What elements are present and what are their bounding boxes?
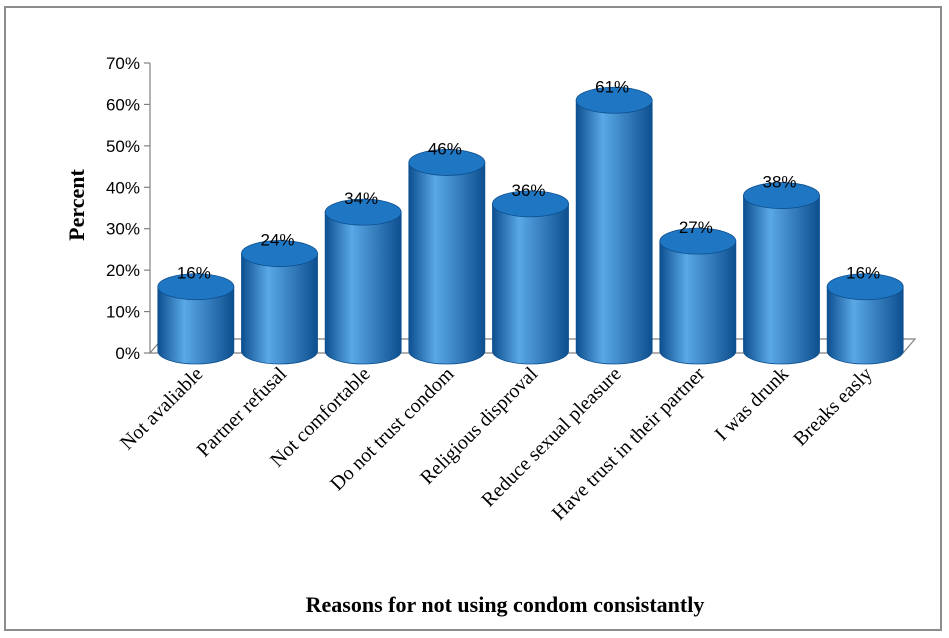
data-label: 16% bbox=[846, 264, 880, 283]
bar-body bbox=[324, 211, 402, 365]
y-axis-title: Percent bbox=[64, 169, 89, 241]
bar-top bbox=[157, 273, 235, 301]
data-label: 27% bbox=[679, 218, 713, 237]
x-axis-title: Reasons for not using condom consistantl… bbox=[306, 592, 705, 617]
bar bbox=[743, 182, 820, 365]
bar bbox=[241, 240, 318, 365]
bar-body bbox=[659, 240, 737, 365]
bar bbox=[492, 190, 569, 365]
bar-body bbox=[575, 99, 653, 365]
data-label: 24% bbox=[260, 231, 294, 250]
bar-body bbox=[826, 286, 904, 365]
bar-body bbox=[492, 203, 569, 365]
data-label: 61% bbox=[595, 77, 629, 96]
bar-top bbox=[575, 86, 653, 114]
y-tick-label: 50% bbox=[106, 137, 140, 156]
bar bbox=[408, 149, 486, 365]
bar-top bbox=[826, 273, 904, 301]
y-tick-label: 60% bbox=[106, 95, 140, 114]
bar-top bbox=[408, 149, 486, 176]
bar-body bbox=[241, 253, 318, 365]
bar-body bbox=[743, 195, 820, 365]
data-label: 36% bbox=[511, 181, 545, 200]
y-tick-label: 70% bbox=[106, 54, 140, 73]
bar bbox=[826, 273, 904, 365]
bar bbox=[157, 273, 235, 365]
bar bbox=[575, 86, 653, 365]
x-tick-label: Breaks easly bbox=[789, 363, 876, 450]
bar-top bbox=[241, 240, 318, 267]
bar-top bbox=[743, 182, 820, 209]
y-tick-label: 40% bbox=[106, 178, 140, 197]
bar-body bbox=[157, 286, 235, 365]
bar-top bbox=[659, 227, 737, 255]
y-tick-label: 10% bbox=[106, 303, 140, 322]
bar-top bbox=[492, 190, 569, 218]
bar-layer bbox=[157, 86, 904, 365]
x-tick-label: Have trust in their partner bbox=[548, 363, 710, 525]
x-tick-label: Not avaliable bbox=[116, 363, 207, 454]
x-tick-label: Reduce sexual pleasure bbox=[477, 363, 625, 511]
x-tick-label: I was drunk bbox=[711, 363, 793, 445]
bar bbox=[659, 227, 737, 365]
y-tick-label: 30% bbox=[106, 220, 140, 239]
data-label: 38% bbox=[762, 173, 796, 192]
data-label: 16% bbox=[177, 264, 211, 283]
bar-body bbox=[408, 162, 486, 365]
y-tick-label: 0% bbox=[115, 344, 140, 363]
bar bbox=[324, 198, 402, 365]
data-label: 46% bbox=[428, 139, 462, 158]
data-label: 34% bbox=[344, 189, 378, 208]
bar-top bbox=[324, 198, 402, 226]
y-tick-label: 20% bbox=[106, 261, 140, 280]
